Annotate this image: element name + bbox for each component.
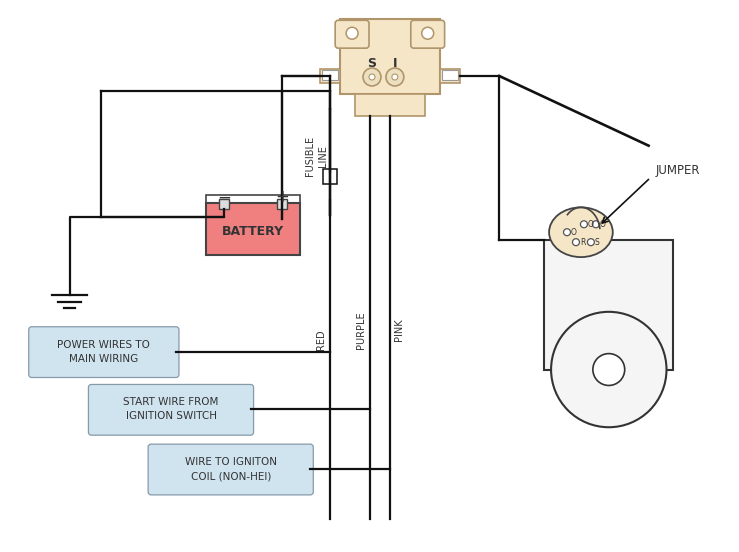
Text: S: S	[367, 56, 376, 70]
Text: O: O	[600, 220, 606, 229]
Bar	[322, 70, 338, 80]
Text: R: R	[580, 238, 585, 247]
Text: I: I	[392, 56, 397, 70]
Circle shape	[422, 27, 434, 39]
FancyBboxPatch shape	[336, 20, 369, 48]
Text: S: S	[595, 238, 599, 247]
Text: O: O	[588, 220, 593, 229]
Circle shape	[363, 68, 381, 86]
Text: WIRE TO IGNITON
COIL (NON-HEI): WIRE TO IGNITON COIL (NON-HEI)	[185, 457, 276, 481]
Bar	[340, 19, 440, 94]
Circle shape	[588, 238, 594, 246]
FancyBboxPatch shape	[29, 327, 179, 378]
Text: START WIRE FROM
IGNITION SWITCH: START WIRE FROM IGNITION SWITCH	[123, 397, 219, 421]
Bar	[442, 70, 457, 80]
FancyBboxPatch shape	[411, 20, 445, 48]
Text: RED: RED	[316, 330, 326, 350]
Ellipse shape	[549, 208, 613, 257]
FancyBboxPatch shape	[148, 444, 313, 495]
Bar	[219, 199, 228, 209]
Bar	[320, 69, 340, 83]
Circle shape	[369, 74, 375, 80]
Bar	[206, 195, 300, 203]
Text: O: O	[571, 228, 577, 237]
Bar	[206, 203, 300, 255]
Text: BATTERY: BATTERY	[222, 225, 284, 238]
Text: POWER WIRES TO
MAIN WIRING: POWER WIRES TO MAIN WIRING	[57, 339, 150, 364]
Bar	[440, 69, 460, 83]
Text: −: −	[217, 188, 231, 206]
Bar	[323, 168, 337, 184]
Circle shape	[346, 27, 358, 39]
Circle shape	[573, 238, 579, 246]
Text: PURPLE: PURPLE	[356, 311, 366, 348]
Bar	[355, 94, 425, 116]
Circle shape	[551, 312, 667, 427]
Circle shape	[386, 68, 403, 86]
Bar	[544, 240, 673, 369]
Text: +: +	[276, 188, 290, 206]
Text: PINK: PINK	[394, 319, 403, 341]
FancyBboxPatch shape	[89, 384, 253, 435]
Circle shape	[392, 74, 398, 80]
Bar	[277, 199, 287, 209]
Circle shape	[593, 354, 624, 385]
Circle shape	[580, 221, 588, 228]
Circle shape	[593, 221, 599, 228]
Text: FUSIBLE
LINE: FUSIBLE LINE	[304, 136, 328, 176]
Text: JUMPER: JUMPER	[655, 164, 700, 177]
Circle shape	[564, 229, 571, 236]
